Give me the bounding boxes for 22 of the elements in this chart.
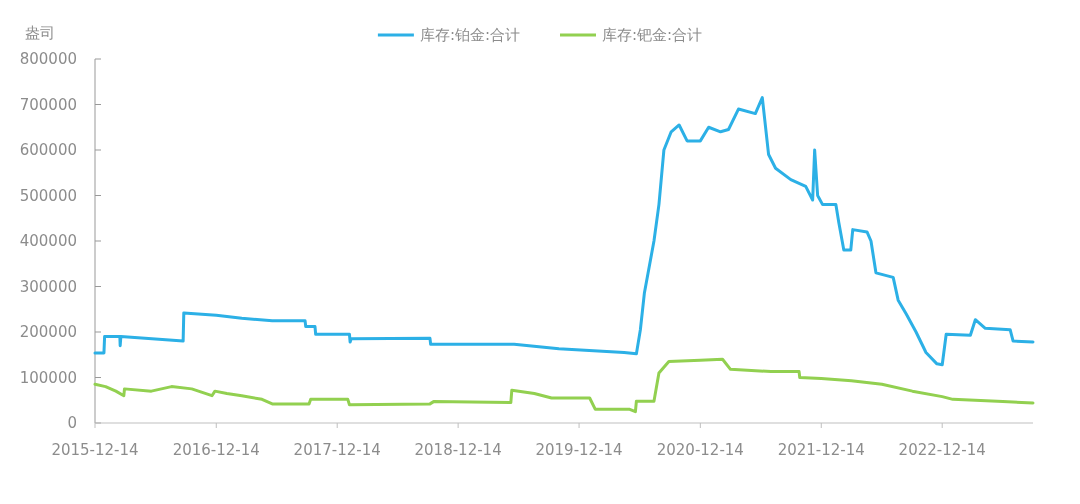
y-tick-label: 300000 — [19, 277, 77, 296]
y-tick-label: 600000 — [19, 141, 77, 159]
y-tick-label: 100000 — [19, 368, 77, 387]
y-tick-label: 400000 — [19, 232, 77, 250]
x-tick-label: 2018-12-14 — [414, 441, 502, 459]
y-tick-label: 200000 — [19, 323, 77, 341]
x-tick-label: 2016-12-14 — [172, 441, 260, 459]
legend-label: 库存:铂金:合计 — [419, 26, 520, 44]
line-series — [93, 96, 1035, 367]
y-tick-label: 700000 — [19, 95, 77, 114]
x-tick-label: 2021-12-14 — [777, 441, 865, 459]
y-tick-label: 0 — [67, 414, 77, 432]
x-tick-label: 2017-12-14 — [293, 441, 381, 459]
y-tick-label: 800000 — [19, 50, 77, 68]
x-tick-label: 2020-12-14 — [656, 441, 744, 459]
x-tick-label: 2019-12-14 — [535, 441, 623, 459]
x-tick-label: 2015-12-14 — [51, 441, 139, 459]
legend-label: 库存:钯金:合计 — [602, 26, 703, 44]
x-tick-label: 2022-12-14 — [898, 441, 986, 459]
y-axis-title: 盎司 — [25, 24, 55, 42]
line-series — [93, 357, 1035, 414]
y-tick-label: 500000 — [19, 186, 77, 205]
